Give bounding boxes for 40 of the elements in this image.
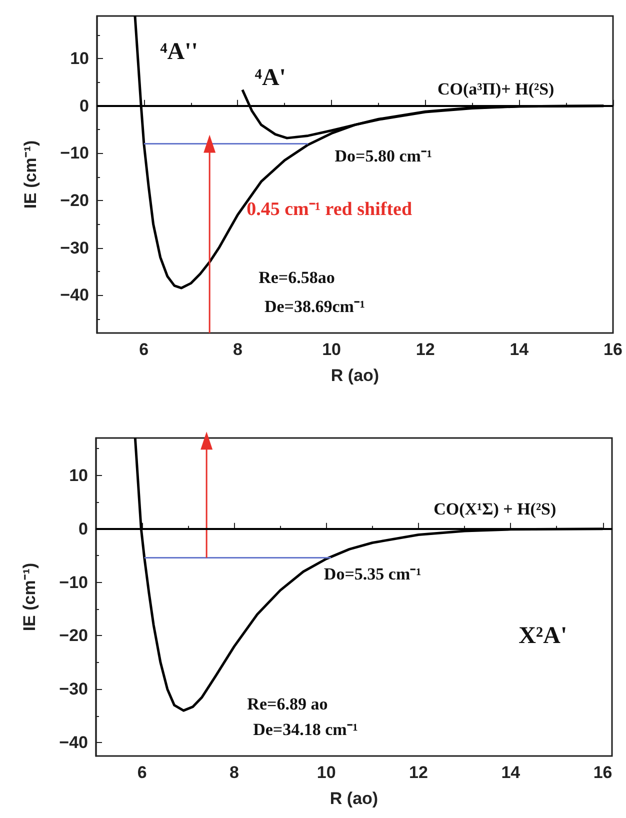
y-tick-label: −20 [60,191,89,210]
x-tick-label: 16 [593,763,612,782]
y-tick-label: −40 [59,733,88,752]
y-tick-label: −40 [60,286,89,305]
annotation: Do=5.80 cm⁻¹ [334,146,432,166]
y-axis-title: IE (cm⁻¹) [21,140,40,209]
x-axis-title: R (ao) [330,366,380,385]
annotation: ⁴A'' [160,38,198,65]
x-tick-label: 6 [139,340,149,359]
x-tick-label: 10 [322,340,342,359]
y-tick-label: 0 [80,96,89,116]
annotation: De=38.69cm⁻¹ [264,296,366,316]
y-tick-label: −20 [59,626,88,646]
y-tick-label: −10 [60,144,89,163]
y-tick-label: −30 [60,238,89,258]
x-tick-label: 16 [604,340,622,359]
x-tick-label: 14 [501,763,521,782]
x-tick-label: 8 [232,340,242,359]
y-axis-title: IE (cm⁻¹) [20,562,39,632]
annotation: Re=6.58ao [258,268,335,288]
annotation: Do=5.35 cm⁻¹ [324,564,422,584]
annotation: De=34.18 cm⁻¹ [253,720,358,739]
annotation: X²A' [518,622,568,649]
annotation: ⁴A' [254,65,286,92]
x-tick-label: 8 [229,763,239,782]
annotation: CO(X¹Σ) + H(²S) [434,500,556,519]
y-tick-label: −30 [59,680,88,699]
y-tick-label: 10 [70,49,89,68]
x-tick-label: 12 [409,763,428,782]
annotation: CO(a³Π)+ H(²S) [438,79,554,98]
y-tick-label: 0 [78,519,88,538]
y-tick-label: 10 [69,466,88,485]
annotation: Re=6.89 ao [247,694,328,714]
x-tick-label: 14 [510,340,530,359]
x-tick-label: 12 [416,340,435,359]
x-tick-label: 10 [316,763,336,782]
series-label: 0.45 cm⁻¹ red shifted [246,199,412,220]
x-axis-title: R (ao) [330,789,378,808]
x-tick-label: 6 [137,763,147,782]
y-tick-label: −10 [59,572,88,592]
